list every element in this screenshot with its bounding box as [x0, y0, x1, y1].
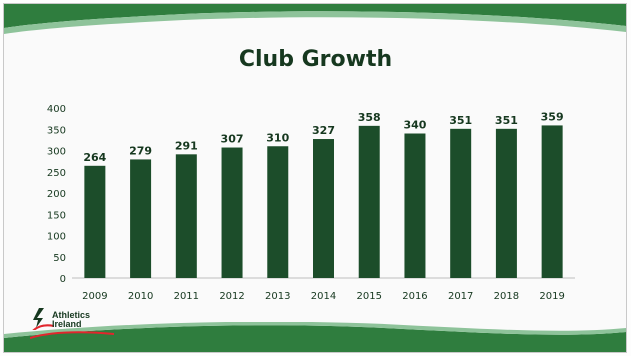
y-tick-label: 250 [47, 168, 66, 179]
y-tick-label: 0 [60, 274, 66, 285]
x-tick-label: 2019 [539, 291, 564, 302]
bar [267, 146, 289, 278]
data-label: 358 [358, 111, 381, 124]
athletics-ireland-logo: Athletics Ireland [30, 306, 120, 346]
bars: 264 279 291 307 310 327 358 340 351 351 359 [83, 110, 564, 278]
logo-swoosh-icon [30, 331, 114, 339]
data-label: 279 [129, 144, 152, 157]
x-tick-label: 2016 [402, 291, 427, 302]
data-label: 351 [449, 114, 472, 127]
bar [84, 165, 106, 278]
x-tick-label: 2009 [82, 291, 107, 302]
x-tick-label: 2017 [448, 291, 473, 302]
x-tick-label: 2018 [494, 291, 519, 302]
logo-word-ireland: Ireland [52, 319, 82, 329]
bar [495, 128, 517, 278]
slide-frame [3, 3, 627, 353]
y-tick-label: 350 [47, 125, 66, 136]
bar [221, 147, 243, 278]
x-axis: 2009 2010 2011 2012 2013 2014 2015 2016 2017 2018… [82, 291, 565, 302]
data-label: 291 [175, 139, 198, 152]
data-label: 351 [495, 114, 518, 127]
y-tick-label: 300 [47, 147, 66, 158]
x-tick-label: 2010 [128, 291, 153, 302]
data-label: 327 [312, 124, 335, 137]
bar [175, 154, 197, 278]
data-label: 340 [403, 119, 426, 132]
top-decorative-band [4, 4, 626, 35]
y-tick-label: 200 [47, 189, 66, 200]
y-axis: 0 50 100 150 200 250 300 350 400 [47, 104, 66, 285]
x-tick-label: 2013 [265, 291, 290, 302]
bar [358, 125, 380, 278]
chart-title: Club Growth [238, 47, 393, 72]
bar [541, 125, 563, 278]
x-tick-label: 2012 [219, 291, 244, 302]
bar [404, 133, 426, 278]
data-label: 264 [83, 151, 106, 164]
y-tick-label: 100 [47, 232, 66, 243]
bottom-decorative-band [4, 322, 626, 352]
y-tick-label: 400 [47, 104, 66, 115]
bar [313, 139, 334, 278]
y-tick-label: 150 [47, 210, 66, 221]
runner-swoosh-icon [32, 308, 54, 330]
bar [130, 159, 152, 278]
x-tick-label: 2014 [311, 291, 336, 302]
x-tick-label: 2015 [357, 291, 382, 302]
y-tick-label: 50 [53, 253, 66, 264]
bar [450, 128, 472, 278]
logo-word-athletics: Athletics [52, 310, 91, 320]
data-label: 359 [541, 110, 564, 123]
x-tick-label: 2011 [174, 291, 199, 302]
data-label: 310 [266, 131, 289, 144]
data-label: 307 [221, 133, 244, 146]
